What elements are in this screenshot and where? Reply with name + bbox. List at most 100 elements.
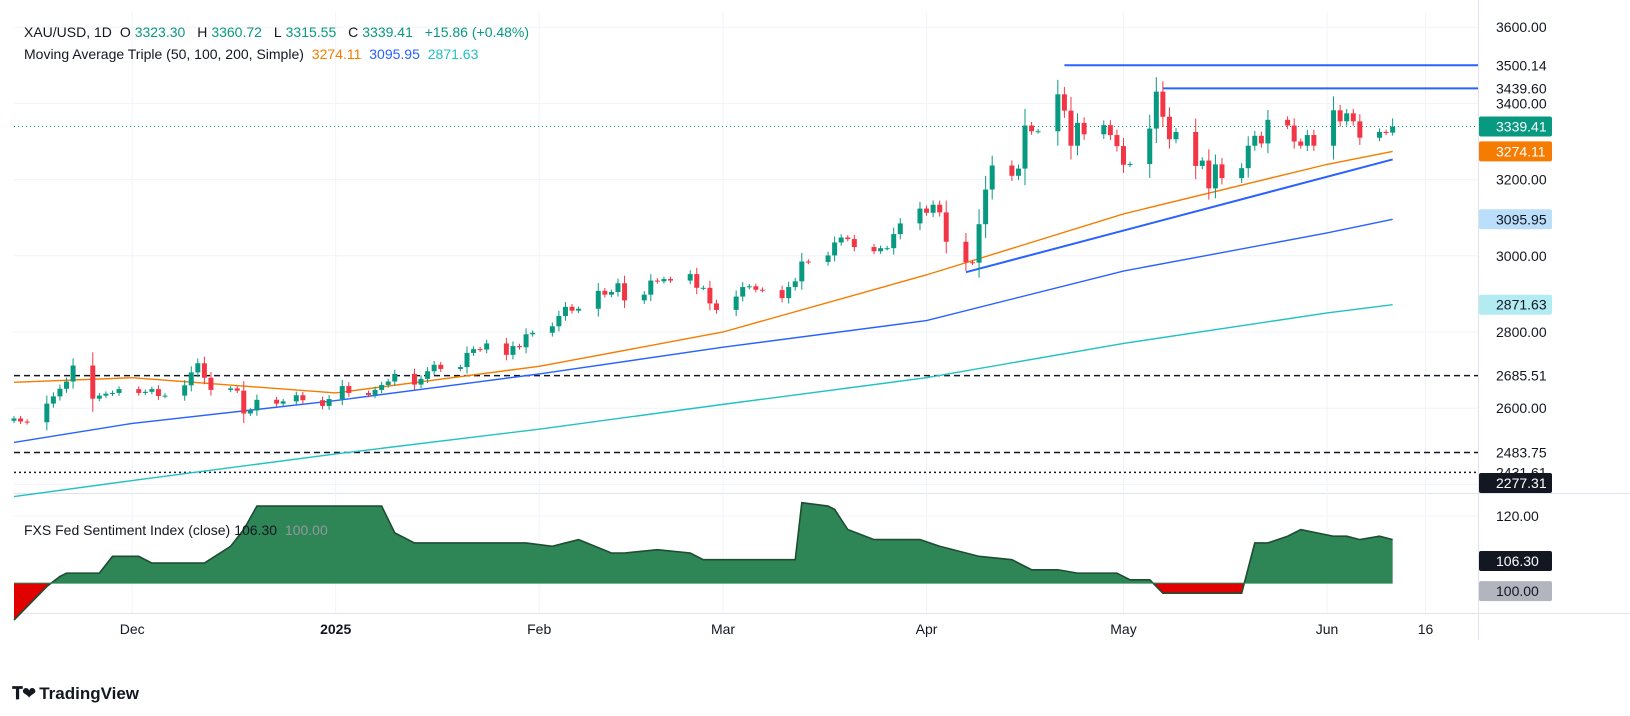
level-price-tag-bg	[1479, 442, 1552, 463]
candle	[1245, 136, 1251, 178]
candle	[1022, 108, 1028, 186]
candle-body	[1357, 121, 1363, 138]
candle	[963, 232, 969, 272]
candle	[70, 358, 76, 389]
candle-body	[1029, 125, 1035, 132]
candle	[1015, 164, 1021, 180]
candle	[569, 304, 575, 314]
candle	[884, 245, 890, 251]
level-price-tag: 3439.60	[1479, 78, 1552, 99]
price-tag-bg	[1479, 209, 1552, 230]
sentiment-value-tag-bg	[1479, 581, 1552, 602]
time-tick-label: Apr	[916, 621, 938, 637]
candle-body	[969, 262, 975, 264]
candle-body	[1055, 94, 1061, 132]
candle-body	[103, 393, 109, 396]
ma100-value: 3095.95	[369, 46, 420, 62]
candle-body	[1107, 125, 1113, 136]
candle-body	[523, 334, 529, 348]
candle	[832, 236, 838, 262]
candle-body	[274, 399, 280, 404]
level-price-tag: 3500.14	[1479, 55, 1552, 76]
candle	[556, 310, 562, 332]
candle-body	[641, 294, 647, 301]
candle-body	[510, 346, 516, 355]
candle-body	[1337, 110, 1343, 122]
candle-body	[595, 290, 601, 309]
tradingview-logo-text: TradingView	[39, 684, 140, 703]
candle-body	[937, 204, 943, 213]
candle	[825, 251, 831, 266]
candle-body	[1265, 119, 1271, 144]
candle-body	[983, 189, 989, 225]
time-tick-label: 16	[1418, 621, 1434, 637]
low-value: 3315.55	[285, 24, 337, 40]
candle	[1153, 77, 1159, 144]
support-trendline	[965, 158, 1393, 274]
open-value: 3323.30	[134, 24, 186, 40]
candle-body	[50, 396, 56, 404]
candle-body	[1068, 110, 1074, 146]
candle-body	[136, 389, 142, 393]
candle-body	[241, 390, 247, 414]
candle-body	[425, 371, 431, 379]
candle-body	[149, 389, 155, 392]
price-tag: 2871.63	[1479, 294, 1552, 315]
tradingview-logo[interactable]: 𝐓❤ TradingView	[12, 684, 139, 704]
candle-body	[1390, 126, 1396, 133]
candle-body	[142, 391, 148, 393]
candle	[438, 361, 444, 372]
candle-body	[989, 165, 995, 190]
candle	[96, 393, 102, 402]
candle	[254, 394, 260, 416]
sentiment-value-tag-bg	[1479, 551, 1552, 572]
candle	[1212, 154, 1218, 199]
candle-body	[418, 378, 424, 385]
candle	[779, 285, 785, 303]
price-tag: 3339.41	[1479, 116, 1552, 137]
candle	[1127, 161, 1133, 168]
candle	[615, 278, 621, 297]
candle-body	[924, 208, 930, 213]
candle-body	[1101, 125, 1107, 135]
close-value: 3339.41	[362, 24, 413, 40]
candle-body	[188, 372, 194, 386]
candle-body	[838, 237, 844, 243]
candle	[1377, 128, 1383, 142]
indicator-title[interactable]: FXS Fed Sentiment Index (close)	[24, 522, 231, 538]
candle	[1029, 122, 1035, 135]
candle	[411, 368, 417, 390]
candle	[1173, 127, 1179, 144]
candle	[1068, 96, 1074, 160]
candle	[792, 277, 798, 291]
candle	[976, 209, 982, 278]
candle	[64, 377, 70, 393]
candle-body	[1120, 146, 1126, 165]
candle-body	[687, 274, 693, 281]
candle	[293, 391, 299, 405]
candle-body	[1311, 135, 1317, 146]
candle-body	[1147, 128, 1153, 164]
candle	[805, 259, 811, 265]
indicator-header: FXS Fed Sentiment Index (close) 106.30 10…	[24, 522, 332, 538]
candle	[1285, 116, 1291, 130]
sentiment-value-tag-text: 100.00	[1496, 583, 1539, 599]
candle-body	[96, 395, 102, 399]
candle	[477, 346, 483, 352]
candle	[1298, 138, 1304, 149]
candle-body	[411, 373, 417, 385]
candle-body	[832, 242, 838, 256]
candle	[983, 175, 989, 238]
candle-body	[549, 326, 555, 333]
candle	[648, 274, 654, 302]
candle	[162, 393, 168, 399]
candles	[11, 77, 1396, 431]
candle-body	[247, 410, 253, 414]
ma-title[interactable]: Moving Average Triple (50, 100, 200, Sim…	[24, 46, 304, 62]
candle	[1311, 129, 1317, 151]
candle	[1252, 130, 1258, 151]
candle-body	[1127, 164, 1133, 165]
candle	[576, 306, 582, 313]
symbol-label[interactable]: XAU/USD, 1D	[24, 24, 112, 40]
